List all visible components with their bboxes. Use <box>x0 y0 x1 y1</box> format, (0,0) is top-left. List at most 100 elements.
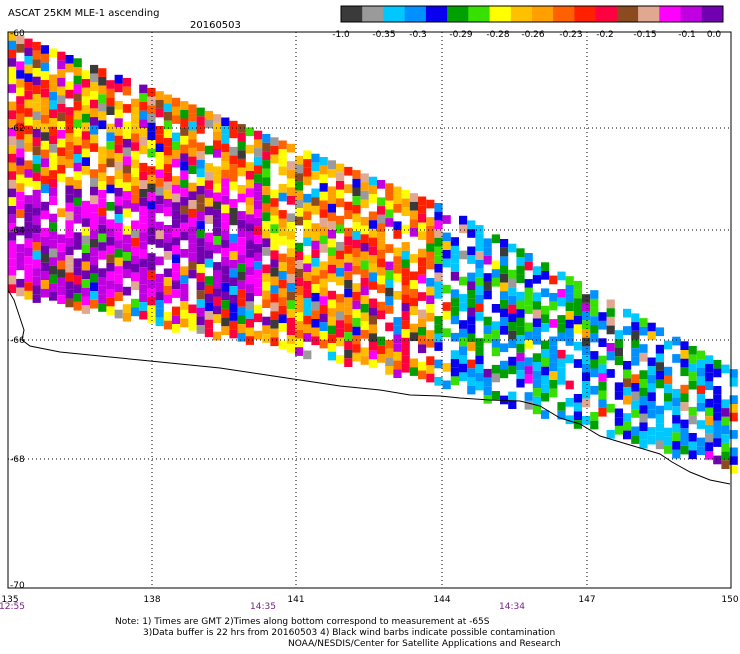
wind-pixel <box>98 111 107 121</box>
wind-pixel <box>32 76 41 86</box>
wind-pixel <box>450 263 459 272</box>
wind-pixel <box>229 329 238 339</box>
wind-pixel <box>49 91 58 101</box>
wind-pixel <box>98 285 107 295</box>
wind-pixel <box>606 299 615 309</box>
wind-pixel <box>647 374 656 384</box>
wind-pixel <box>500 299 509 309</box>
wind-pixel <box>549 275 558 285</box>
wind-pixel <box>196 272 205 282</box>
wind-pixel <box>565 328 574 338</box>
wind-pixel <box>139 145 148 155</box>
wind-pixel <box>204 180 213 190</box>
wind-pixel <box>221 248 230 257</box>
wind-pixel <box>500 317 509 326</box>
wind-pixel <box>672 441 681 450</box>
wind-pixel <box>483 281 492 291</box>
wind-pixel <box>434 237 443 247</box>
wind-pixel <box>647 366 656 375</box>
wind-pixel <box>664 392 673 402</box>
wind-pixel <box>623 387 632 396</box>
wind-pixel <box>360 330 369 339</box>
wind-pixel <box>426 225 435 235</box>
wind-pixel <box>286 230 295 240</box>
wind-pixel <box>385 287 394 297</box>
wind-pixel <box>81 139 90 149</box>
wind-pixel <box>8 110 17 119</box>
wind-pixel <box>65 150 74 160</box>
wind-pixel <box>163 233 172 243</box>
wind-pixel <box>368 237 377 247</box>
wind-pixel <box>254 165 263 175</box>
wind-pixel <box>32 215 41 225</box>
wind-pixel <box>286 256 295 266</box>
wind-pixel <box>90 265 99 274</box>
wind-pixel <box>81 70 90 79</box>
wind-pixel <box>295 338 304 348</box>
wind-pixel <box>278 157 287 167</box>
wind-pixel <box>221 117 230 127</box>
wind-pixel <box>122 260 131 270</box>
wind-pixel <box>319 217 328 227</box>
wind-pixel <box>565 354 574 364</box>
wind-pixel <box>16 96 25 105</box>
wind-pixel <box>49 248 58 258</box>
wind-pixel <box>705 416 714 425</box>
wind-pixel <box>688 354 697 364</box>
wind-pixel <box>590 316 599 325</box>
wind-pixel <box>57 295 66 304</box>
wind-pixel <box>147 105 156 114</box>
wind-pixel <box>139 136 148 146</box>
wind-pixel <box>237 315 246 325</box>
wind-pixel <box>147 296 156 306</box>
wind-pixel <box>16 104 25 114</box>
wind-pixel <box>319 278 328 288</box>
wind-pixel <box>680 393 689 403</box>
wind-pixel <box>696 368 705 377</box>
wind-pixel <box>73 232 82 241</box>
wind-pixel <box>49 152 58 162</box>
colorbar-swatch <box>701 6 724 22</box>
wind-pixel <box>426 260 435 270</box>
wind-pixel <box>573 402 582 412</box>
wind-pixel <box>426 234 435 244</box>
wind-pixel <box>57 112 66 122</box>
wind-pixel <box>655 431 664 441</box>
wind-pixel <box>352 318 361 327</box>
wind-pixel <box>213 270 222 280</box>
wind-pixel <box>262 168 271 178</box>
wind-pixel <box>229 120 238 130</box>
wind-pixel <box>131 281 140 291</box>
wind-pixel <box>311 266 320 276</box>
wind-pixel <box>139 180 148 189</box>
colorbar-frame <box>340 5 724 23</box>
wind-pixel <box>245 197 254 206</box>
wind-pixel <box>204 293 213 303</box>
wind-pixel <box>327 229 336 239</box>
wind-pixel <box>508 243 517 253</box>
wind-pixel <box>401 294 410 303</box>
wind-pixel <box>122 130 131 139</box>
wind-pixel <box>229 294 238 304</box>
wind-pixel <box>475 225 484 234</box>
wind-pixel <box>98 207 107 217</box>
wind-pixel <box>32 59 41 68</box>
wind-pixel <box>262 151 271 161</box>
wind-pixel <box>475 303 484 313</box>
wind-pixel <box>98 172 107 182</box>
wind-pixel <box>90 221 99 231</box>
wind-pixel <box>311 310 320 319</box>
wind-pixel <box>295 190 304 200</box>
wind-pixel <box>344 314 353 324</box>
wind-pixel <box>459 302 468 312</box>
wind-pixel <box>24 73 33 83</box>
wind-pixel <box>16 278 25 288</box>
wind-pixel <box>163 155 172 165</box>
wind-pixel <box>204 311 213 320</box>
wind-pixel <box>377 310 386 320</box>
colorbar-swatch <box>510 6 533 22</box>
wind-pixel <box>196 316 205 326</box>
wind-pixel <box>286 291 295 301</box>
wind-pixel <box>442 215 451 224</box>
wind-pixel <box>532 388 541 397</box>
